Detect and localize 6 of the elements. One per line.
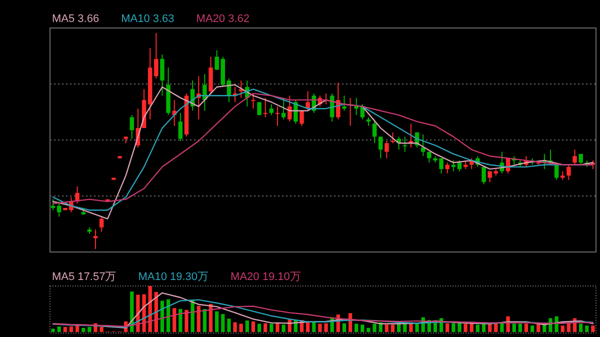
text: MA20 3.62 (196, 13, 250, 25)
text: MA20 19.10万 (230, 271, 301, 283)
text: MA10 3.63 (121, 13, 174, 25)
series-label: MA10 19.30万 (138, 271, 209, 283)
text: MA5 3.66 (52, 13, 100, 25)
text: MA5 17.57万 (52, 271, 116, 283)
